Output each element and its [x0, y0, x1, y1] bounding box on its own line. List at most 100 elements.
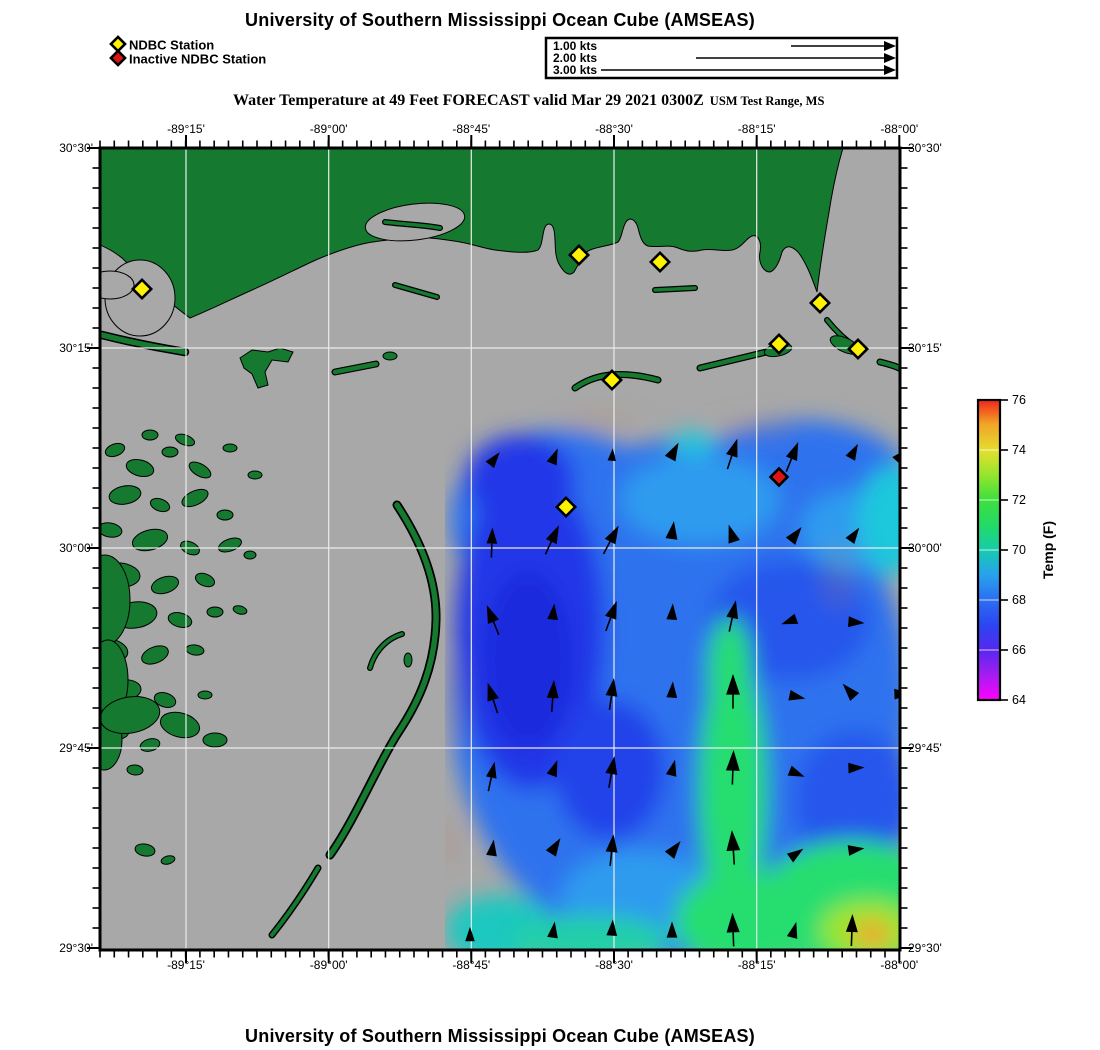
- marsh-blob: [141, 429, 159, 441]
- marsh-blob: [134, 843, 156, 857]
- arrow-tail: [609, 851, 613, 866]
- map-frame: [98, 146, 902, 952]
- current-arrow: [848, 762, 865, 774]
- arrow-tail: [605, 617, 612, 632]
- current-arrow: [605, 756, 618, 788]
- ndbc-station-marker: [600, 368, 624, 392]
- current-arrow: [666, 681, 678, 698]
- arrow-head: [607, 448, 616, 462]
- marsh-blob: [125, 458, 155, 478]
- current-arrow: [847, 845, 865, 856]
- arrow-head: [788, 689, 806, 701]
- arrow-tail: [728, 617, 733, 632]
- current-arrow: [725, 749, 740, 785]
- current-arrow: [666, 921, 678, 938]
- marsh-blob: [108, 485, 142, 505]
- marsh-blob: [150, 575, 180, 595]
- marsh-islands: [101, 429, 263, 865]
- scale-arrow-head: [884, 41, 896, 51]
- marsh-blob: [161, 446, 179, 458]
- marsh-blob: [197, 690, 213, 700]
- arrow-tail: [544, 541, 553, 555]
- current-arrow: [485, 761, 497, 792]
- current-arrow: [726, 829, 741, 865]
- current-arrow: [664, 442, 679, 462]
- marsh-blob: [126, 764, 144, 776]
- ndbc-stations: [130, 243, 870, 519]
- arrow-head: [485, 761, 497, 779]
- arrow-head: [665, 759, 677, 777]
- legend-active-diamond: [109, 35, 127, 53]
- current-arrow: [726, 673, 740, 709]
- axis-ticks: [87, 135, 913, 963]
- current-vectors: [465, 438, 899, 947]
- chandeleur-arc: [268, 500, 441, 939]
- arrow-head: [485, 452, 500, 469]
- marsh-blob: [174, 433, 196, 447]
- current-arrow: [546, 760, 558, 778]
- arrow-head: [845, 527, 860, 545]
- arrow-head: [547, 921, 558, 939]
- current-arrow: [786, 848, 804, 863]
- arrow-head: [546, 760, 558, 778]
- arrow-head: [785, 526, 802, 545]
- arrow-tail: [785, 458, 793, 472]
- arrow-head: [847, 616, 865, 628]
- current-arrow: [666, 603, 678, 620]
- arrow-tail: [732, 850, 736, 865]
- arrow-head: [665, 521, 678, 540]
- current-arrow: [726, 600, 739, 632]
- arrow-head: [606, 919, 618, 936]
- arrow-tail: [726, 455, 733, 470]
- arrow-tail: [602, 541, 611, 555]
- current-arrow: [665, 759, 677, 777]
- marsh-blob: [243, 550, 257, 560]
- current-arrow: [602, 525, 619, 555]
- marsh-blob: [206, 606, 224, 618]
- marsh-blob: [181, 488, 209, 508]
- current-arrow: [486, 605, 500, 635]
- current-arrow: [785, 526, 802, 545]
- current-arrow: [607, 448, 616, 462]
- ndbc-station-marker: [648, 250, 672, 274]
- ndbc-station-marker: [130, 277, 154, 301]
- current-arrow: [845, 527, 860, 545]
- arrow-tail: [492, 621, 500, 635]
- scale-arrow-head: [884, 65, 896, 75]
- arrow-head: [894, 688, 899, 700]
- graticule: [101, 149, 899, 949]
- current-arrow: [546, 448, 558, 466]
- arrow-head: [725, 749, 740, 771]
- current-arrow: [546, 680, 559, 713]
- arrow-head: [664, 442, 679, 462]
- arrow-head: [726, 829, 741, 852]
- current-arrow: [664, 840, 681, 859]
- current-arrow: [547, 603, 558, 621]
- arrow-head: [666, 921, 678, 938]
- marsh-blob: [104, 442, 126, 458]
- current-arrow: [605, 678, 618, 710]
- marsh-blob: [188, 461, 212, 479]
- land-mainland: [101, 149, 844, 357]
- current-arrow: [726, 912, 740, 947]
- arrow-head: [726, 673, 740, 695]
- map-area: [101, 149, 899, 949]
- arrow-head: [486, 605, 500, 624]
- arrow-head: [545, 525, 559, 545]
- current-arrow: [788, 689, 806, 701]
- current-arrow: [781, 613, 799, 625]
- arrow-head: [666, 603, 678, 620]
- arrow-head: [605, 834, 618, 853]
- current-arrow: [842, 683, 860, 701]
- ndbc-station-marker: [808, 291, 832, 315]
- arrow-head: [728, 524, 740, 544]
- arrow-head: [547, 603, 558, 621]
- arrow-head: [785, 442, 799, 461]
- arrow-head: [487, 682, 499, 702]
- arrow-head: [664, 840, 681, 859]
- arrow-head: [787, 765, 805, 777]
- arrow-tail: [550, 697, 554, 713]
- arrow-head: [845, 443, 858, 461]
